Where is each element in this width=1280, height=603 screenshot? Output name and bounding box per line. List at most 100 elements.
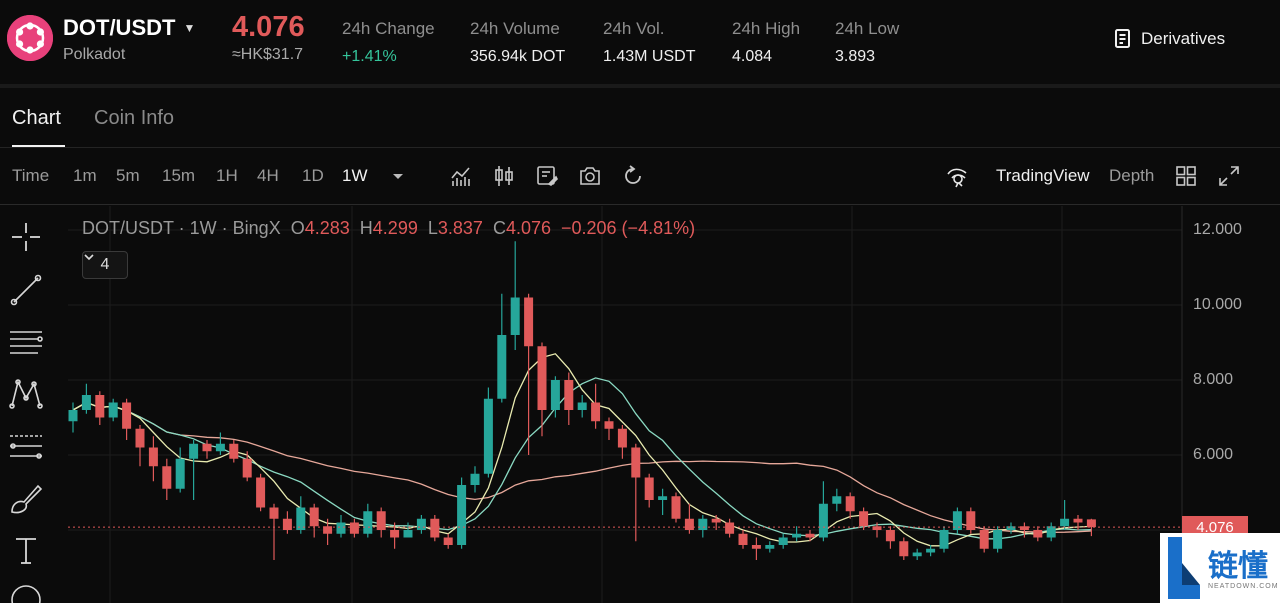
legend-high-label: H — [359, 218, 373, 238]
brush-icon[interactable] — [8, 480, 44, 516]
candle-body — [658, 496, 668, 500]
pair-name: DOT/USDT — [63, 15, 176, 40]
legend-close-label: C — [492, 218, 506, 238]
active-tab-indicator — [12, 145, 65, 147]
candle-body — [577, 402, 587, 410]
y-axis-tick: 8.000 — [1193, 371, 1234, 388]
candle-body — [872, 526, 882, 530]
candle-body — [162, 466, 172, 489]
legend-open: 4.283 — [304, 218, 350, 238]
candle-body — [631, 447, 641, 478]
stat-24h-volume: 24h Volume 356.94k DOT — [470, 19, 566, 65]
candle-type-icon[interactable] — [492, 164, 516, 188]
price-hkd: ≈HK$31.7 — [232, 46, 304, 63]
timeframe-dropdown-icon[interactable] — [389, 167, 407, 185]
candle-body — [524, 297, 534, 347]
candle-body — [363, 511, 373, 534]
text-tool-icon[interactable] — [8, 532, 44, 568]
indicator-collapse-button[interactable]: 4 — [82, 251, 128, 279]
candle-body — [738, 533, 748, 545]
candle-body — [617, 428, 627, 448]
candle-body — [1086, 519, 1096, 528]
tradingview-logo-icon — [946, 164, 970, 188]
timeframe-time[interactable]: Time — [12, 166, 50, 185]
timeframe-5m[interactable]: 5m — [116, 166, 140, 185]
candle-body — [912, 552, 922, 557]
tradingview-button[interactable]: TradingView — [996, 166, 1090, 185]
timeframe-1w[interactable]: 1W — [342, 166, 368, 185]
pair-selector[interactable]: DOT/USDT ▼ — [63, 15, 195, 41]
pattern-tool-icon[interactable] — [8, 376, 44, 412]
candle-body — [698, 518, 708, 530]
more-tools-icon[interactable] — [8, 582, 44, 603]
candle-body — [966, 511, 976, 530]
candle-body — [952, 511, 962, 530]
screenshot-icon[interactable] — [578, 164, 602, 188]
watermark-logo: 链懂 NEATDOWN.COM — [1160, 533, 1280, 603]
candle-body — [550, 380, 560, 410]
candle-body — [805, 533, 815, 538]
candle-body — [135, 428, 145, 448]
crosshair-icon[interactable] — [8, 219, 44, 255]
candle-body — [148, 447, 158, 467]
legend-low: 3.837 — [437, 218, 483, 238]
candle-body — [323, 526, 333, 534]
horizontal-lines-icon[interactable] — [8, 324, 44, 360]
candle-body — [1033, 530, 1043, 538]
header-divider — [0, 84, 1280, 88]
reset-icon[interactable] — [621, 164, 645, 188]
tab-chart[interactable]: Chart — [12, 107, 61, 129]
candle-body — [189, 443, 199, 459]
candle-body — [604, 421, 614, 429]
candlestick-chart[interactable] — [0, 206, 1280, 603]
coin-name: Polkadot — [63, 46, 126, 63]
legend-change: −0.206 (−4.81%) — [561, 218, 696, 238]
fib-retracement-icon[interactable] — [8, 428, 44, 464]
trend-line-icon[interactable] — [8, 272, 44, 308]
candle-body — [95, 395, 105, 418]
timeframe-15m[interactable]: 15m — [162, 166, 196, 185]
candle-body — [818, 503, 828, 538]
timeframe-4h[interactable]: 4H — [257, 166, 279, 185]
legend-high: 4.299 — [372, 218, 418, 238]
candle-body — [993, 530, 1003, 549]
candle-body — [390, 530, 400, 538]
timeframe-1m[interactable]: 1m — [73, 166, 97, 185]
candle-body — [336, 522, 346, 534]
candle-body — [711, 518, 721, 523]
candle-body — [443, 537, 453, 545]
candle-body — [1006, 526, 1016, 530]
candle-body — [175, 458, 185, 489]
price-chart[interactable]: DOT/USDT · 1W · BingX O4.283 H4.299 L3.8… — [0, 206, 1280, 603]
layout-grid-icon[interactable] — [1174, 164, 1198, 188]
indicators-icon[interactable] — [449, 164, 473, 188]
y-axis-tick: 10.000 — [1193, 296, 1242, 313]
candle-body — [202, 443, 212, 452]
ohlc-legend: DOT/USDT · 1W · BingX O4.283 H4.299 L3.8… — [82, 218, 695, 239]
tab-coin-info[interactable]: Coin Info — [94, 107, 175, 129]
candle-body — [979, 530, 989, 549]
candle-body — [376, 511, 386, 530]
watermark-emblem-icon — [1168, 537, 1200, 599]
fullscreen-icon[interactable] — [1217, 164, 1241, 188]
candle-body — [926, 548, 936, 553]
candle-body — [725, 522, 735, 534]
candle-body — [309, 507, 319, 527]
y-axis-tick: 6.000 — [1193, 446, 1234, 463]
depth-button[interactable]: Depth — [1109, 166, 1155, 185]
candle-body — [1073, 518, 1083, 523]
derivatives-button[interactable]: Derivatives — [1113, 28, 1225, 50]
candle-body — [242, 458, 252, 478]
ma-mid-line — [72, 377, 1092, 540]
stat-24h-change: 24h Change +1.41% — [342, 19, 435, 65]
candle-body — [885, 530, 895, 542]
derivatives-label: Derivatives — [1141, 29, 1226, 48]
template-icon[interactable] — [535, 164, 559, 188]
ma-slow-line — [72, 401, 1092, 533]
timeframe-1d[interactable]: 1D — [302, 166, 324, 185]
watermark-en: NEATDOWN.COM — [1208, 583, 1279, 590]
timeframe-1h[interactable]: 1H — [216, 166, 238, 185]
candle-body — [269, 507, 279, 519]
candle-body — [751, 545, 761, 549]
candle-body — [832, 496, 842, 504]
